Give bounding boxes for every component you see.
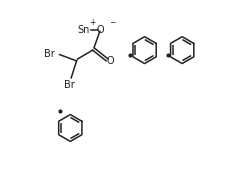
Text: Br: Br [64, 80, 75, 90]
Text: Br: Br [44, 49, 55, 59]
Text: O: O [96, 25, 104, 35]
Text: −: − [109, 18, 115, 27]
Text: O: O [106, 56, 114, 66]
Text: Sn: Sn [78, 25, 90, 35]
Text: +: + [89, 18, 95, 27]
